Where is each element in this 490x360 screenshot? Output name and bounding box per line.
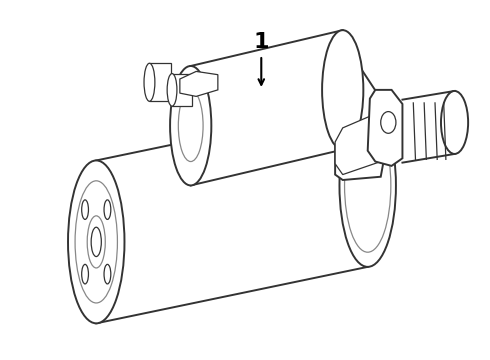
Ellipse shape (82, 264, 89, 284)
Polygon shape (149, 63, 171, 101)
Ellipse shape (322, 30, 364, 150)
Ellipse shape (167, 73, 177, 106)
Polygon shape (172, 73, 192, 106)
Polygon shape (402, 91, 455, 163)
Ellipse shape (340, 104, 396, 267)
Ellipse shape (381, 112, 396, 133)
Polygon shape (368, 90, 402, 166)
Ellipse shape (144, 63, 155, 101)
Ellipse shape (91, 227, 101, 257)
Ellipse shape (344, 119, 391, 252)
Ellipse shape (87, 216, 105, 268)
Ellipse shape (441, 91, 468, 154)
Ellipse shape (68, 161, 124, 323)
Ellipse shape (82, 200, 89, 219)
Text: 1: 1 (253, 32, 269, 52)
Ellipse shape (75, 181, 118, 303)
Ellipse shape (104, 200, 111, 219)
Polygon shape (335, 112, 386, 175)
Ellipse shape (178, 90, 203, 162)
Polygon shape (191, 30, 343, 185)
Polygon shape (335, 41, 386, 180)
Polygon shape (96, 104, 368, 323)
Ellipse shape (104, 264, 111, 284)
Ellipse shape (170, 66, 211, 185)
Polygon shape (180, 71, 218, 96)
